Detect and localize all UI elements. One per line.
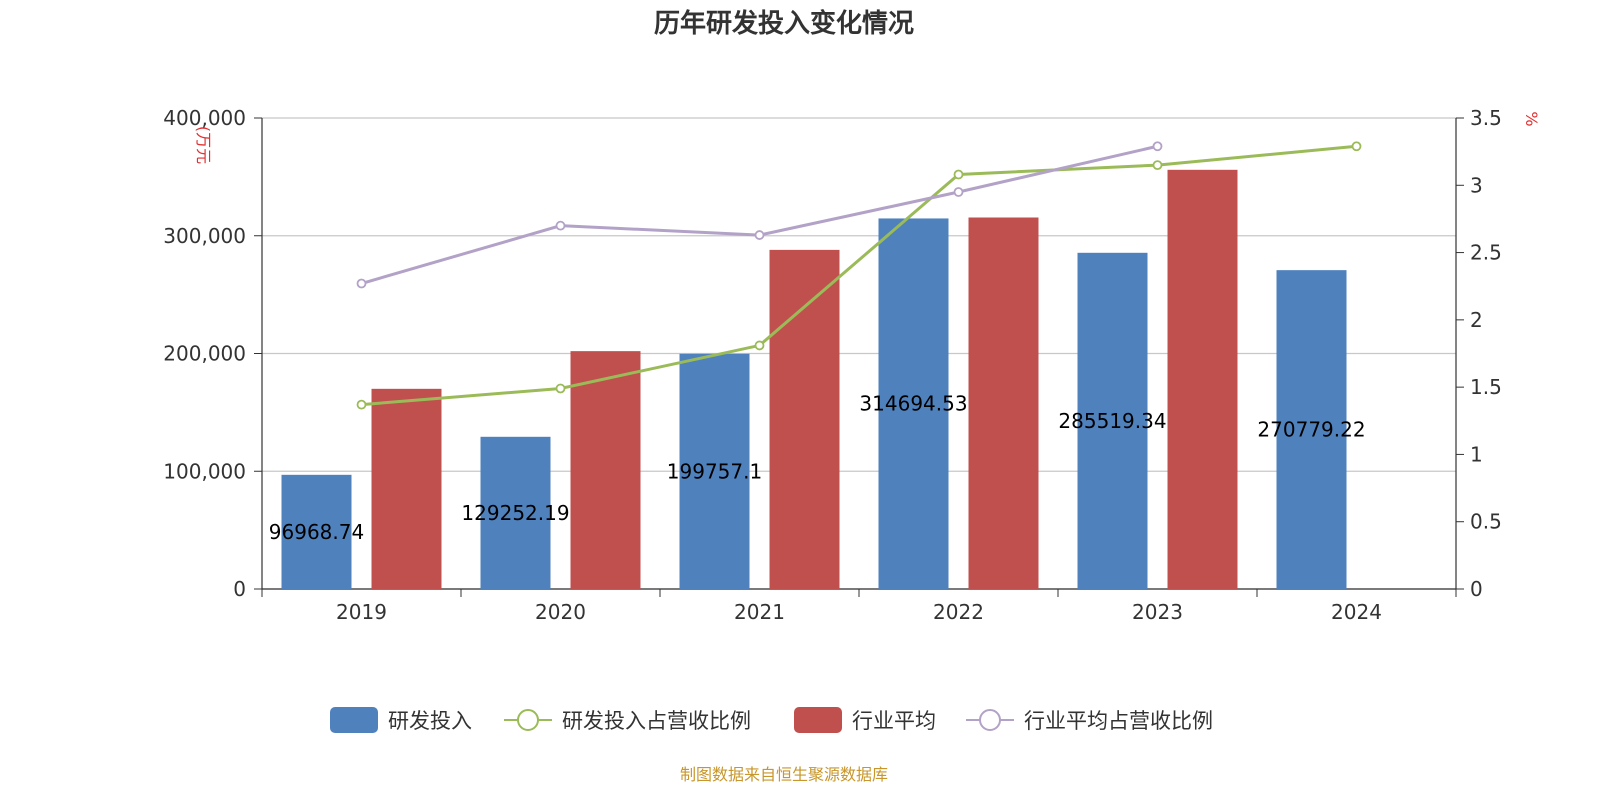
left-axis-unit: (万元 [194, 126, 213, 164]
x-tick-label: 2022 [933, 600, 984, 624]
right-tick-label: 2 [1470, 308, 1483, 332]
source-note: 制图数据来自恒生聚源数据库 [680, 765, 888, 784]
line-point [754, 230, 765, 240]
line-point [356, 399, 367, 410]
left-tick-label: 400,000 [163, 106, 246, 130]
legend: 研发投入 研发投入占营收比例 行业平均 行业平均占营收比例 [330, 707, 1213, 733]
legend-label: 研发投入占营收比例 [562, 709, 751, 733]
line-point [356, 278, 367, 289]
chart-title: 历年研发投入变化情况 [654, 8, 914, 39]
bar-industry-average [769, 249, 840, 589]
line-point [1152, 141, 1163, 152]
line-point [953, 169, 964, 180]
bar-rd-investment [679, 353, 750, 589]
right-tick-label: 0.5 [1470, 510, 1502, 534]
bar-data-label: 285519.34 [1058, 409, 1166, 433]
legend-swatch [330, 707, 378, 733]
axes: 0 100,000 200,000 300,000 400,000 0 0.5 1 1.5 2 2.… [163, 106, 1502, 624]
right-tick-label: 2.5 [1470, 241, 1502, 265]
bar-rd-investment [1077, 252, 1148, 590]
line-point [1351, 141, 1362, 152]
x-tick-label: 2021 [734, 600, 785, 624]
right-tick-label: 1 [1470, 442, 1483, 466]
right-tick-label: 0 [1470, 577, 1483, 601]
bar-data-label: 314694.53 [859, 392, 967, 416]
bar-rd-investment [1276, 270, 1347, 589]
bar-industry-average [570, 351, 641, 589]
line-point [1152, 160, 1163, 171]
bars [281, 169, 1347, 590]
left-tick-label: 300,000 [163, 224, 246, 248]
x-tick-label: 2023 [1132, 600, 1183, 624]
line-point [555, 383, 566, 394]
line-point [953, 187, 964, 197]
bar-data-label: 270779.22 [1257, 418, 1365, 442]
bar-data-label: 96968.74 [269, 520, 364, 544]
bar-rd-investment [281, 474, 352, 589]
legend-swatch [794, 707, 842, 733]
right-tick-label: 1.5 [1470, 375, 1502, 399]
left-tick-label: 100,000 [163, 459, 246, 483]
x-tick-label: 2019 [336, 600, 387, 624]
x-tick-label: 2020 [535, 600, 586, 624]
legend-label: 行业平均 [852, 709, 936, 733]
line-point [555, 220, 566, 231]
right-axis-unit: % [1522, 111, 1541, 126]
bar-data-label: 129252.19 [461, 501, 569, 525]
legend-swatch-marker [979, 709, 1001, 731]
line-rd-ratio [361, 144, 1357, 407]
data-labels: 96968.74 129252.19 199757.1 314694.53 285519… [269, 392, 1366, 544]
bar-industry-average [1167, 169, 1238, 589]
bar-rd-investment [878, 218, 949, 589]
bar-industry-average [968, 217, 1039, 589]
right-tick-label: 3 [1470, 173, 1483, 197]
legend-label: 研发投入 [388, 709, 472, 733]
lines [356, 141, 1362, 410]
left-tick-label: 0 [233, 577, 246, 601]
right-tick-label: 3.5 [1470, 106, 1502, 130]
x-tick-label: 2024 [1331, 600, 1382, 624]
legend-swatch-marker [517, 709, 539, 731]
left-tick-label: 200,000 [163, 342, 246, 366]
bar-industry-average [371, 388, 442, 589]
bar-rd-investment [480, 436, 551, 589]
line-point [754, 340, 765, 351]
bar-data-label: 199757.1 [667, 459, 762, 483]
legend-label: 行业平均占营收比例 [1024, 709, 1213, 733]
